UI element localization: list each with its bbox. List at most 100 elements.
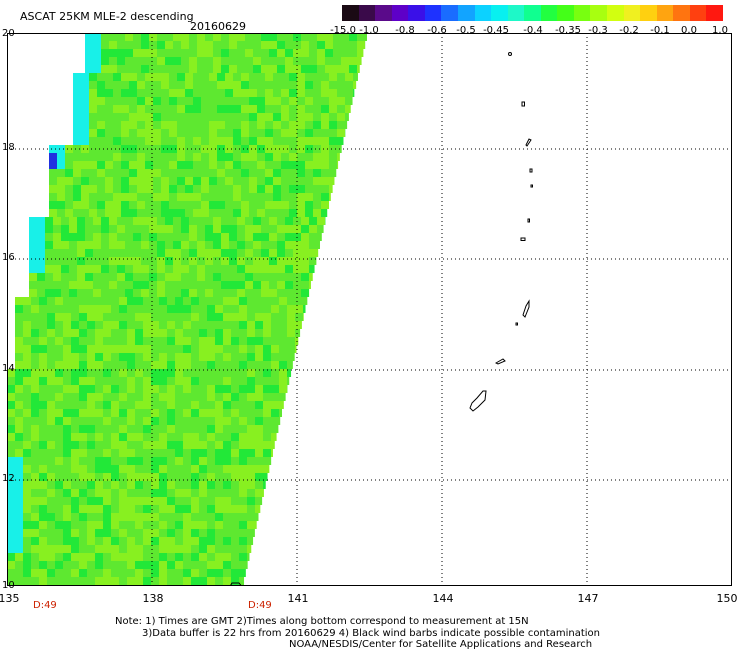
swath-cell: [317, 225, 324, 233]
swath-cell: [129, 209, 137, 217]
swath-cell: [191, 313, 199, 321]
swath-cell: [263, 337, 271, 345]
swath-cell: [265, 97, 273, 105]
swath-cell: [169, 209, 177, 217]
swath-cell: [215, 577, 223, 585]
swath-cell: [137, 113, 145, 121]
swath-cell: [161, 185, 169, 193]
swath-cell: [271, 361, 279, 369]
swath-cell: [23, 385, 31, 393]
swath-cell: [199, 545, 207, 553]
swath-cell: [233, 161, 241, 169]
swath-cell: [191, 329, 199, 337]
swath-cell: [161, 169, 169, 177]
swath-cell: [217, 113, 225, 121]
swath-cell: [263, 305, 271, 313]
swath-cell: [97, 193, 105, 201]
swath-cell: [321, 153, 329, 161]
swath-cell: [109, 233, 117, 241]
swath-cell: [207, 449, 215, 457]
swath-cell: [127, 465, 135, 473]
swath-cell: [97, 161, 105, 169]
swath-cell: [225, 113, 233, 121]
swath-cell: [167, 345, 175, 353]
swath-cell: [261, 57, 269, 65]
swath-cell: [199, 425, 207, 433]
swath-cell: [23, 377, 31, 385]
swath-cell: [47, 329, 55, 337]
swath-cell: [239, 537, 247, 545]
swath-cell: [31, 441, 39, 449]
swath-cell: [305, 137, 313, 145]
swath-cell: [177, 201, 185, 209]
swath-cell: [119, 321, 127, 329]
swath-cell: [329, 177, 334, 185]
swath-cell: [133, 265, 141, 273]
swath-cell: [79, 425, 87, 433]
swath-cell: [197, 249, 205, 257]
swath-cell: [215, 345, 223, 353]
swath-cell: [15, 513, 23, 521]
swath-cell: [161, 81, 169, 89]
swath-cell: [127, 401, 135, 409]
swath-cell: [79, 489, 87, 497]
swath-cell: [193, 153, 201, 161]
swath-cell: [301, 41, 309, 49]
swath-cell: [81, 169, 89, 177]
swath-cell: [223, 385, 231, 393]
x-tick-label: 147: [578, 592, 599, 605]
swath-cell: [223, 425, 231, 433]
swath-cell: [241, 153, 249, 161]
swath-cell: [39, 393, 47, 401]
swath-cell: [127, 521, 135, 529]
swath-cell: [255, 465, 263, 473]
swath-cell: [153, 113, 161, 121]
swath-cell: [199, 329, 207, 337]
swath-cell: [105, 185, 113, 193]
swath-cell: [303, 305, 306, 313]
swath-cell: [79, 441, 87, 449]
swath-cell: [105, 81, 113, 89]
swath-cell: [95, 401, 103, 409]
swath-cell: [159, 577, 167, 585]
chart-title: ASCAT 25KM MLE-2 descending: [20, 10, 194, 23]
swath-cell: [135, 361, 143, 369]
swath-cell: [209, 185, 217, 193]
swath-cell: [39, 353, 47, 361]
swath-cell: [113, 209, 121, 217]
swath-cell: [249, 81, 257, 89]
swath-cell: [257, 209, 265, 217]
swath-cell: [321, 193, 329, 201]
swath-cell: [345, 89, 353, 97]
swath-cell: [63, 489, 71, 497]
swath-cell: [127, 561, 135, 569]
swath-cell: [119, 313, 127, 321]
swath-cell: [191, 297, 199, 305]
swath-cell: [101, 225, 109, 233]
swath-cell: [149, 41, 157, 49]
swath-cell: [273, 73, 281, 81]
swath-cell: [15, 441, 23, 449]
swath-cell: [231, 313, 239, 321]
swath-cell: [233, 153, 241, 161]
swath-cell: [143, 513, 151, 521]
swath-cell: [47, 537, 55, 545]
swath-cell: [143, 361, 151, 369]
swath-cell: [15, 529, 23, 537]
swath-cell: [309, 57, 317, 65]
swath-cell: [239, 497, 247, 505]
swath-cell: [23, 537, 31, 545]
swath-cell: [63, 401, 71, 409]
swath-cell: [313, 113, 321, 121]
swath-cell: [117, 41, 125, 49]
swath-cell: [119, 417, 127, 425]
swath-cell: [121, 137, 129, 145]
swath-cell: [201, 129, 209, 137]
swath-cell: [287, 353, 295, 361]
swath-cell: [239, 401, 247, 409]
swath-cell: [47, 553, 55, 561]
swath-cell: [39, 553, 47, 561]
swath-cell: [29, 249, 37, 257]
swath-cell: [365, 33, 367, 41]
swath-cell: [133, 289, 141, 297]
